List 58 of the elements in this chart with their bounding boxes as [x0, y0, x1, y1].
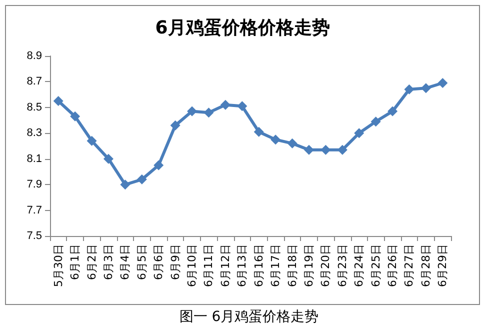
x-tick-label: 6月6日 — [152, 244, 166, 280]
point — [136, 174, 147, 184]
y-tick-label: 8.9 — [26, 50, 42, 62]
point — [354, 128, 364, 138]
point — [270, 134, 281, 145]
x-tick-label: 6月23日 — [336, 244, 349, 287]
point — [388, 106, 398, 116]
point — [438, 78, 448, 88]
point — [304, 144, 314, 155]
point — [370, 116, 381, 127]
point — [53, 96, 64, 106]
x-tick-label: 6月10日 — [186, 244, 199, 287]
x-tick-label: 6月28日 — [419, 244, 432, 287]
x-tick-label: 6月3日 — [102, 244, 115, 280]
point — [86, 136, 97, 146]
x-tick-label: 6月1日 — [68, 244, 82, 280]
y-tick-label: 8.3 — [26, 127, 42, 140]
point — [254, 126, 264, 137]
y-tick-label: 8.1 — [26, 152, 42, 165]
chart-title: 6月鸡蛋价格价格走势 — [155, 18, 330, 38]
point — [220, 100, 230, 110]
point — [154, 160, 164, 170]
y-tick-label: 8.5 — [26, 101, 42, 114]
x-tick-label: 5月30日 — [52, 244, 65, 287]
x-tick-label: 6月9日 — [168, 244, 182, 280]
point — [70, 111, 80, 122]
x-tick-label: 6月17日 — [269, 244, 282, 287]
point — [237, 101, 248, 112]
y-tick-label: 8.7 — [26, 76, 42, 88]
point — [103, 154, 114, 164]
point — [187, 106, 198, 116]
x-tick-label: 6月27日 — [402, 244, 416, 287]
x-tick-label: 6月12日 — [218, 244, 232, 287]
x-tick-label: 6月16日 — [252, 244, 266, 287]
point — [420, 83, 431, 94]
x-tick-label: 6月5日 — [135, 244, 148, 280]
point — [170, 120, 180, 130]
point — [120, 180, 130, 190]
x-tick-label: 6月29日 — [436, 244, 450, 287]
y-tick-label: 7.9 — [26, 178, 42, 191]
point — [204, 108, 214, 118]
text: 图一 6月鸡蛋价格走势 — [178, 308, 320, 326]
x-tick-label: 6月11日 — [202, 244, 216, 287]
point — [287, 138, 298, 148]
x-tick-label: 6月24日 — [352, 244, 366, 287]
x-tick-label: 6月20日 — [319, 244, 332, 287]
x-tick-label: 6月19日 — [302, 244, 316, 287]
x-tick-label: 6月18日 — [286, 244, 299, 287]
x-tick-label: 6月25日 — [369, 244, 382, 287]
x-tick-label: 6月26日 — [386, 244, 400, 287]
x-tick-label: 6月4日 — [118, 244, 132, 280]
point — [337, 144, 348, 155]
point — [404, 84, 414, 94]
point — [320, 144, 331, 155]
y-tick-label: 7.5 — [26, 230, 42, 242]
x-tick-label: 6月13日 — [236, 244, 249, 287]
x-tick-label: 6月2日 — [85, 244, 98, 280]
y-tick-label: 7.7 — [26, 204, 42, 216]
